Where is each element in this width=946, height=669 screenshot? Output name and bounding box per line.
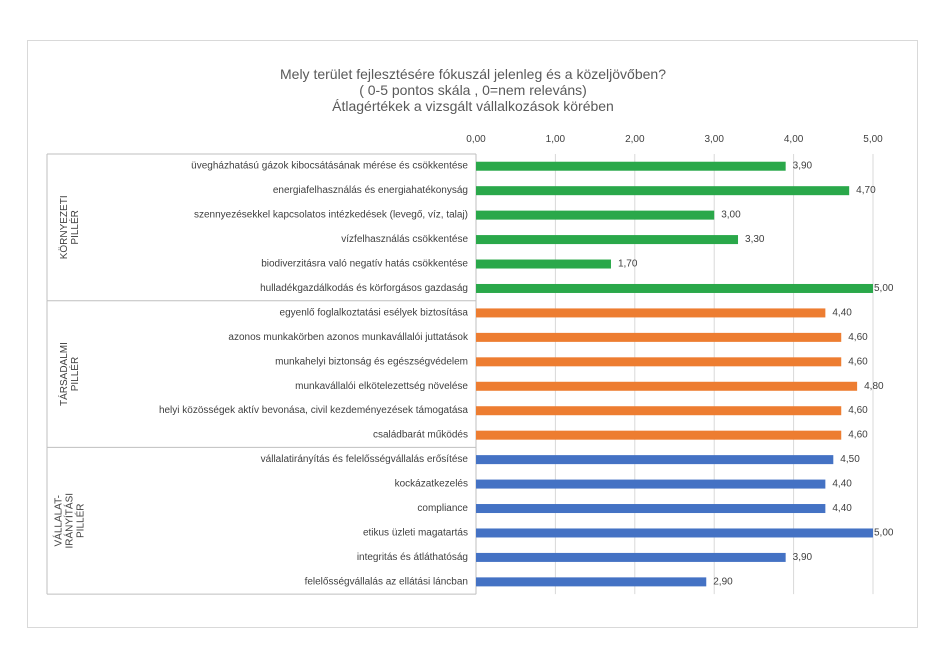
category-label: biodiverzitásra való negatív hatás csökk… xyxy=(261,259,468,270)
category-label: compliance xyxy=(417,503,468,514)
bar xyxy=(476,381,858,391)
chart-title-line-2: ( 0-5 pontos skála , 0=nem releváns) xyxy=(359,82,587,98)
category-label: etikus üzleti magatartás xyxy=(363,527,468,538)
data-label: 4,60 xyxy=(848,430,868,441)
data-label: 3,90 xyxy=(793,161,813,172)
x-tick-label: 3,00 xyxy=(704,134,724,145)
group-label: IRÁNYÍTÁSI xyxy=(63,493,76,549)
bar xyxy=(476,528,873,538)
data-label: 5,00 xyxy=(874,527,894,538)
group-label: PILLÉR xyxy=(74,504,87,538)
x-tick-label: 4,00 xyxy=(784,134,804,145)
data-label: 4,80 xyxy=(864,381,884,392)
bar xyxy=(476,430,842,440)
category-label: hulladékgazdálkodás és körforgásos gazda… xyxy=(260,283,468,294)
chart-title-line-3: Átlagértékek a vizsgált vállalkozások kö… xyxy=(332,98,614,114)
data-label: 4,70 xyxy=(856,185,876,196)
data-label: 3,90 xyxy=(793,552,813,563)
category-label: helyi közösségek aktív bevonása, civil k… xyxy=(159,405,468,416)
x-tick-label: 2,00 xyxy=(625,134,645,145)
data-label: 2,90 xyxy=(713,576,733,587)
category-label: munkahelyi biztonság és egészségvédelem xyxy=(275,356,468,367)
bar xyxy=(476,283,873,293)
category-label: családbarát működés xyxy=(373,430,468,441)
category-label: vállalatirányítás és felelősségvállalás … xyxy=(261,454,469,465)
bar xyxy=(476,235,739,245)
data-label: 4,60 xyxy=(848,356,868,367)
category-label: azonos munkakörben azonos munkavállalói … xyxy=(228,332,469,343)
chart-title-line-1: Mely terület fejlesztésére fókuszál jele… xyxy=(280,66,666,82)
x-tick-label: 5,00 xyxy=(863,134,883,145)
data-label: 4,40 xyxy=(832,503,852,514)
category-label: szennyezésekkel kapcsolatos intézkedések… xyxy=(194,210,468,221)
group-label: PILLÉR xyxy=(68,357,81,391)
bar xyxy=(476,332,842,342)
bar xyxy=(476,308,826,318)
category-label: üvegházhatású gázok kibocsátásának mérés… xyxy=(191,161,468,172)
chart-title: Mely terület fejlesztésére fókuszál jele… xyxy=(0,66,946,114)
category-label: integritás és átláthatóság xyxy=(357,552,468,563)
data-label: 4,60 xyxy=(848,405,868,416)
group-label: KÖRNYEZETI xyxy=(58,195,70,259)
data-label: 4,40 xyxy=(832,307,852,318)
category-label: egyenlő foglalkoztatási esélyek biztosít… xyxy=(280,307,469,318)
category-label: kockázatkezelés xyxy=(395,479,468,490)
data-label: 3,30 xyxy=(745,234,765,245)
category-label: energiafelhasználás és energiahatékonysá… xyxy=(273,185,468,196)
bar xyxy=(476,455,834,465)
category-label: vízfelhasználás csökkentése xyxy=(341,234,468,245)
x-tick-label: 1,00 xyxy=(546,134,566,145)
group-label: VÁLLALAT- xyxy=(52,495,65,547)
group-label: TÁRSADALMI xyxy=(57,342,70,406)
data-label: 4,60 xyxy=(848,332,868,343)
data-label: 5,00 xyxy=(874,283,894,294)
data-label: 4,40 xyxy=(832,479,852,490)
data-label: 3,00 xyxy=(721,210,741,221)
data-label: 4,50 xyxy=(840,454,860,465)
bar xyxy=(476,552,786,562)
group-label: PILLÉR xyxy=(68,210,81,244)
bar xyxy=(476,186,850,196)
bar xyxy=(476,210,715,220)
bar xyxy=(476,357,842,367)
bar xyxy=(476,259,611,269)
category-label: felelősségvállalás az ellátási láncban xyxy=(305,576,468,587)
category-label: munkavállalói elkötelezettség növelése xyxy=(295,381,468,392)
bar xyxy=(476,577,707,587)
data-label: 1,70 xyxy=(618,259,638,270)
bar xyxy=(476,479,826,489)
bar xyxy=(476,406,842,416)
x-tick-label: 0,00 xyxy=(466,134,486,145)
bar xyxy=(476,504,826,514)
bar xyxy=(476,161,786,171)
